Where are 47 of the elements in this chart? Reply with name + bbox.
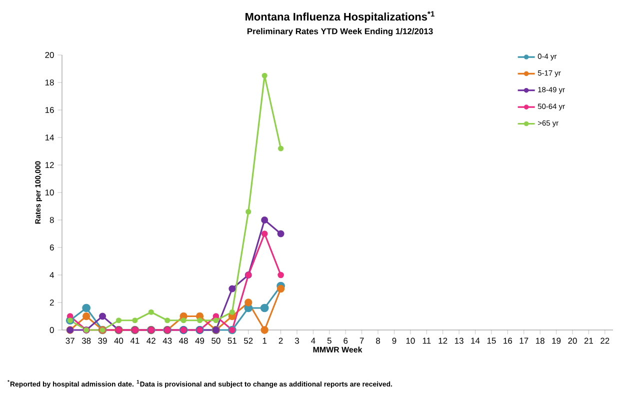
- x-tick-label: 22: [600, 338, 610, 344]
- x-tick-label: 14: [471, 338, 480, 344]
- x-tick-label: 42: [146, 338, 156, 344]
- x-tick-label: 41: [130, 338, 140, 344]
- x-tick-label: 12: [438, 338, 448, 344]
- x-tick-label: 21: [584, 338, 593, 344]
- y-tick-label: 4: [50, 272, 54, 278]
- y-tick-label: 2: [50, 300, 54, 306]
- x-tick-label: 3: [294, 338, 299, 344]
- x-tick-label: 15: [487, 338, 496, 344]
- x-tick-label: 17: [520, 338, 528, 344]
- x-tick-label: 6: [344, 338, 348, 344]
- chart-subtitle: Preliminary Rates YTD Week Ending 1/12/2013: [247, 28, 433, 36]
- x-tick-label: 16: [504, 338, 512, 344]
- x-tick-label: 8: [376, 338, 380, 344]
- y-tick-label: 14: [45, 134, 54, 140]
- x-tick-label: 9: [392, 338, 396, 344]
- y-tick-label: 8: [50, 217, 54, 223]
- x-tick-label: 4: [311, 338, 316, 344]
- chart-title: Montana Influenza Hospitalizations$^{*1}$: [246, 11, 434, 23]
- y-tick-label: 6: [50, 244, 54, 250]
- x-tick-label: 13: [454, 338, 464, 344]
- x-tick-label: 7: [360, 338, 364, 344]
- y-tick-label: 12: [45, 162, 54, 168]
- x-tick-label: 1: [262, 338, 267, 344]
- x-tick-label: 52: [244, 338, 253, 344]
- y-tick-label: 20: [45, 52, 54, 58]
- x-tick-label: 38: [82, 338, 91, 344]
- x-tick-label: 19: [552, 338, 561, 344]
- x-tick-label: 2: [278, 338, 283, 344]
- x-tick-label: 18: [536, 338, 544, 344]
- y-tick-label: 10: [45, 190, 54, 196]
- x-tick-label: 50: [212, 338, 220, 344]
- x-tick-label: 40: [114, 338, 124, 344]
- x-tick-label: 10: [406, 338, 415, 344]
- y-tick-label: 16: [45, 107, 54, 113]
- x-tick-label: 5: [327, 338, 332, 344]
- y-tick-label: 0: [50, 327, 54, 333]
- x-tick-label: 51: [228, 338, 236, 344]
- x-tick-label: 43: [162, 338, 172, 344]
- x-tick-label: 49: [195, 338, 204, 344]
- x-tick-label: 48: [179, 338, 188, 344]
- x-tick-label: 37: [66, 338, 74, 344]
- x-tick-label: 11: [422, 338, 431, 344]
- x-tick-label: 20: [568, 338, 577, 344]
- y-tick-label: 18: [45, 80, 54, 86]
- x-tick-label: 39: [98, 338, 107, 344]
